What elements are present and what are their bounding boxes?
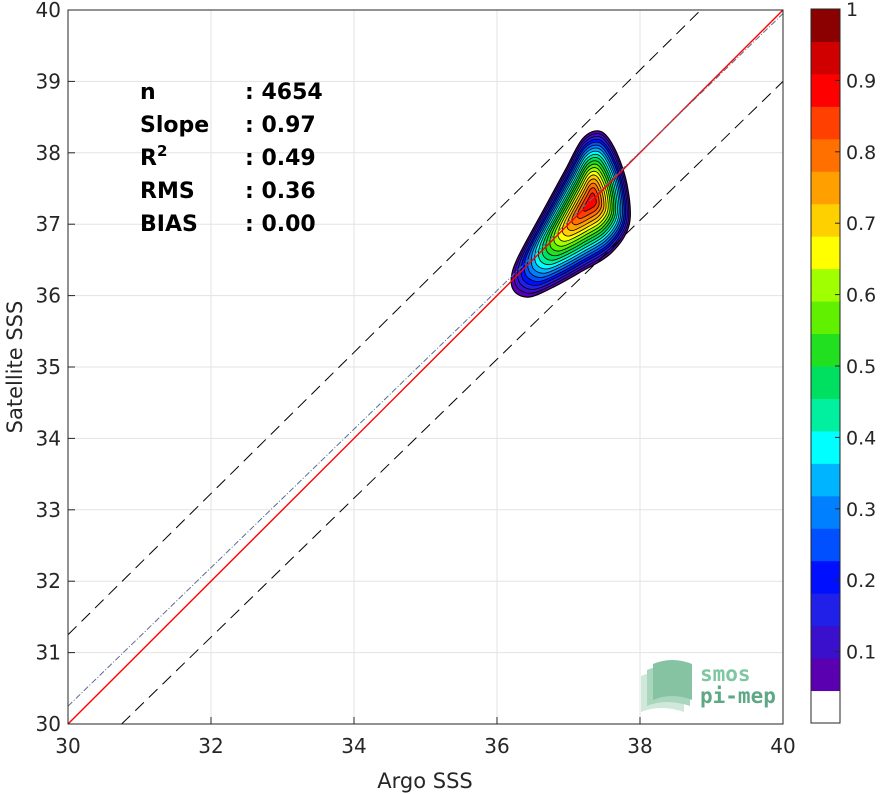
x-tick-label: 32 [198,734,223,758]
stat-label: RMS [140,179,195,204]
y-tick-label: 40 [36,0,61,22]
colorbar-swatch [811,398,840,432]
x-tick-label: 30 [55,734,80,758]
reference-lines [68,10,783,724]
colorbar-swatch [811,495,840,529]
x-axis-label: Argo SSS [377,769,472,793]
colorbar-tick-label: 0.5 [846,356,876,378]
colorbar-tick-label: 0.1 [846,642,876,664]
colorbar-swatch [811,106,840,140]
y-axis-ticks: 30 31 32 33 34 35 36 37 38 39 40 [36,0,75,736]
colorbar-tick-label: 0.6 [846,285,876,307]
colorbar-swatch [811,301,840,335]
x-tick-label: 36 [484,734,509,758]
colorbar-swatch [811,138,840,172]
grid [67,9,784,725]
colorbar: 0.1 0.2 0.3 0.4 0.5 0.6 0.7 0.8 0.9 1 [810,0,876,724]
stat-value: : 0.00 [245,212,316,237]
stat-value: : 0.97 [245,113,316,138]
colorbar-swatch [811,268,840,302]
y-tick-label: 32 [36,569,61,593]
y-tick-label: 34 [36,426,61,450]
y-tick-label: 37 [36,212,61,236]
stat-label: BIAS [140,212,198,237]
colorbar-swatch [811,560,840,594]
colorbar-tick-label: 1 [846,0,858,21]
colorbar-swatch [811,658,840,692]
colorbar-swatch [811,430,840,464]
x-tick-label: 34 [341,734,366,758]
y-tick-label: 36 [36,284,61,308]
colorbar-swatch [811,593,840,627]
y-axis-label: Satellite SSS [3,301,27,434]
colorbar-swatch [811,203,840,237]
colorbar-swatch [811,333,840,367]
colorbar-tick-label: 0.8 [846,142,876,164]
colorbar-swatch [811,625,840,659]
lower-bound-line [121,81,783,724]
colorbar-swatch [811,690,840,724]
colorbar-tick-label: 0.4 [846,427,876,449]
colorbar-swatch [811,9,840,42]
x-tick-label: 38 [627,734,652,758]
density-contours [510,130,631,298]
colorbar-swatch [811,366,840,399]
y-tick-label: 39 [36,69,61,93]
logo-line1: smos [700,662,751,686]
colorbar-tick-label: 0.7 [846,213,876,235]
y-tick-label: 33 [36,498,61,522]
colorbar-tick-label: 0.9 [846,70,876,92]
colorbar-swatch [811,528,840,562]
colorbar-swatch [811,41,840,75]
colorbar-swatch [811,236,840,270]
colorbar-swatch [811,73,840,107]
fit-line [68,13,783,707]
stat-value: : 0.36 [245,179,316,204]
colorbar-tick-label: 0.3 [846,499,876,521]
stat-value: : 0.49 [245,146,316,171]
colorbar-swatch [811,463,840,497]
y-tick-label: 35 [36,355,61,379]
stat-label: Slope [140,113,209,138]
x-axis-ticks: 30 32 34 36 38 40 [55,717,796,758]
smos-pimep-logo: smos pi-mep [641,660,776,712]
colorbar-swatch [811,171,840,205]
stat-label: n [140,80,156,105]
y-tick-label: 31 [36,641,61,665]
stat-value: : 4654 [245,80,323,105]
logo-line2: pi-mep [700,684,776,708]
upper-bound-line [68,10,702,636]
y-tick-label: 38 [36,141,61,165]
x-tick-label: 40 [770,734,795,758]
colorbar-tick-label: 0.2 [846,570,876,592]
logo-graphic-icon [641,660,692,712]
y-tick-label: 30 [36,712,61,736]
